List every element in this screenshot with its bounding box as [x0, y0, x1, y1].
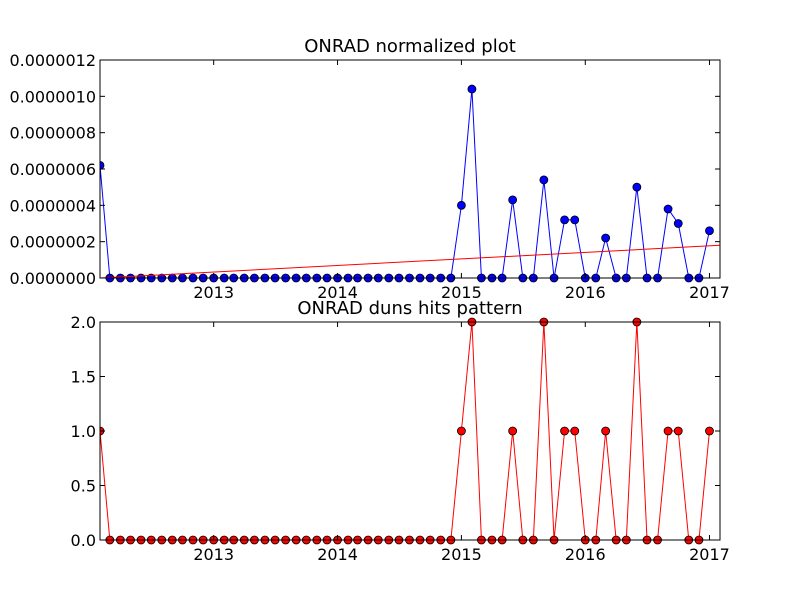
x-tick-label: 2014 — [317, 283, 358, 302]
data-point-57 — [673, 219, 683, 228]
data-point-41 — [508, 195, 518, 205]
x-tick-label: 2013 — [193, 545, 234, 564]
x-tick-label: 2016 — [565, 283, 606, 302]
y-tick-label: 2.0 — [71, 313, 96, 332]
y-tick-label: 1.0 — [71, 422, 96, 441]
data-point-1 — [100, 160, 105, 170]
data-point-46 — [560, 426, 569, 436]
data-point-47 — [570, 426, 580, 436]
data-point-44 — [539, 175, 549, 185]
x-tick-label: 2013 — [193, 283, 234, 302]
y-tick-label: 0.0000012 — [9, 51, 96, 70]
chart-2: 0.0 0.5 1.0 1.5 2.0 2013 2014 2015 2016 2017 ONRAD… — [71, 298, 730, 564]
data-point-47 — [570, 215, 580, 225]
y-tick-label: 0.0000010 — [9, 87, 96, 106]
y-tick-label: 0.0 — [71, 531, 96, 550]
y-tick-label: 0.0000002 — [9, 233, 96, 252]
x-tick-label: 2017 — [689, 545, 730, 564]
y-tick-label: 0.0000008 — [9, 124, 96, 143]
data-point-57 — [673, 426, 683, 436]
data-point-41 — [508, 426, 518, 436]
data-point-50 — [601, 426, 611, 436]
data-point-53 — [632, 182, 642, 192]
plot-area — [100, 60, 720, 278]
data-point-36 — [457, 426, 466, 436]
data-point-60 — [705, 226, 714, 236]
x-tick-label: 2016 — [565, 545, 606, 564]
x-tick-label: 2015 — [441, 545, 482, 564]
plot-area — [100, 322, 720, 540]
data-point-56 — [663, 426, 673, 436]
chart-title: ONRAD duns hits pattern — [297, 298, 522, 319]
data-point-60 — [705, 426, 714, 436]
y-tick-label: 0.0000004 — [9, 196, 96, 215]
chart-title: ONRAD normalized plot — [304, 36, 516, 57]
y-tick-label: 1.5 — [71, 368, 96, 387]
chart-1: 0.0000000 0.0000002 0.0000004 0.0000006 0.00… — [9, 36, 729, 302]
x-tick-label: 2015 — [441, 283, 482, 302]
x-tick-label: 2014 — [317, 545, 358, 564]
series-line-2 — [100, 244, 720, 279]
y-tick-label: 0.0000006 — [9, 160, 96, 179]
data-point-56 — [663, 204, 673, 214]
y-tick-label: 0.0000000 — [9, 269, 96, 288]
y-tick-label: 0.5 — [71, 477, 96, 496]
data-point-36 — [457, 200, 466, 210]
data-point-37 — [467, 84, 477, 94]
x-tick-label: 2017 — [689, 283, 730, 302]
data-point-46 — [560, 215, 569, 225]
data-point-50 — [601, 233, 611, 243]
